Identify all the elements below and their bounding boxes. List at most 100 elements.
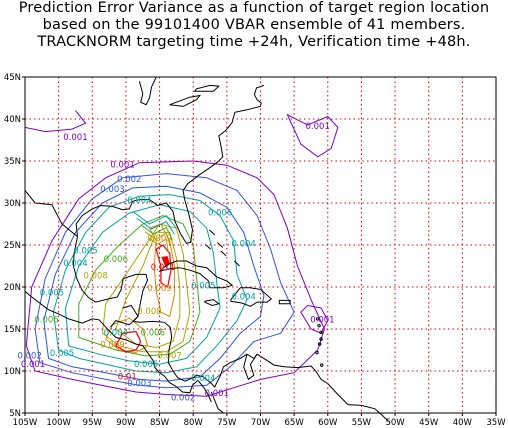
lake-michigan-outline — [138, 76, 157, 106]
lon-tick-label: 70W — [251, 418, 271, 428]
lon-tick-label: 65W — [285, 418, 305, 428]
lat-lon-grid — [25, 77, 496, 413]
lake-erie-outline — [169, 94, 202, 107]
antilles-island — [319, 337, 323, 341]
contour-label: 0.008 — [137, 307, 161, 317]
bahamas-island — [233, 260, 240, 267]
contour-label: 0.006 — [104, 255, 128, 265]
contour-0.003 — [43, 185, 265, 382]
lon-tick-label: 100W — [46, 418, 71, 428]
contour-label: 0.006 — [208, 209, 232, 219]
lon-tick-label: 50W — [385, 418, 405, 428]
contour-label: 0.001 — [205, 389, 229, 399]
guiana-coast — [327, 383, 389, 422]
contour-0.001-outer — [25, 160, 325, 397]
bahamas-island — [209, 229, 216, 236]
contour-label: 0.004 — [191, 374, 215, 384]
contour-label: 0.004 — [63, 259, 87, 269]
lat-tick-label: 25N — [4, 241, 21, 251]
lon-tick-label: 95W — [83, 418, 103, 428]
latitude-ticks: 45N 40N 35N 30N 25N 20N 15N 10N 5N — [4, 73, 25, 419]
pacific-coastline — [24, 290, 212, 403]
contour-label: 0.002 — [18, 351, 42, 361]
contour-detail — [148, 237, 169, 252]
bahamas-island — [217, 242, 224, 248]
contour-label: 0.002 — [117, 175, 141, 185]
contour-label: 0.001 — [306, 122, 330, 132]
contour-label: 0.001 — [110, 161, 134, 171]
contour-labels: 0.0010.0010.0010.0020.0030.0040.0060.004… — [18, 122, 335, 403]
contour-detail — [144, 231, 171, 246]
contour-label: 0.008 — [83, 272, 107, 282]
contour-label: 0.004 — [104, 329, 128, 339]
lat-tick-label: 35N — [4, 157, 21, 167]
contour-label: 0.009 — [147, 284, 171, 294]
contour-detail — [136, 217, 175, 235]
lon-tick-label: 75W — [217, 418, 237, 428]
colombia-coast — [210, 391, 224, 414]
contour-label: 0.001 — [63, 133, 87, 143]
lat-tick-label: 15N — [4, 325, 21, 335]
contour-0.008 — [115, 231, 181, 349]
lake-ontario-outline — [193, 84, 220, 92]
contour-label: 0.006 — [141, 329, 165, 339]
contour-label: 0.005 — [191, 282, 215, 292]
title-line-2: based on the 99101400 VBAR ensemble of 4… — [42, 17, 466, 33]
contour-0.004 — [52, 194, 248, 374]
title-line-1: Prediction Error Variance as a function … — [18, 0, 490, 16]
jamaica-outline — [204, 299, 220, 307]
title-block: Prediction Error Variance as a function … — [0, 0, 508, 51]
antilles-island — [320, 363, 324, 367]
contour-label: 0.011 — [151, 263, 175, 273]
antilles-island — [317, 323, 321, 328]
contour-label: 0.009 — [100, 340, 124, 350]
lat-tick-label: 20N — [4, 283, 21, 293]
lat-tick-label: 10N — [4, 367, 21, 377]
antilles-island — [319, 330, 323, 335]
contour-0.002 — [34, 173, 295, 389]
hispaniola-outline — [230, 287, 273, 307]
contour-label: 0.003 — [100, 185, 124, 195]
lat-tick-label: 30N — [4, 199, 21, 209]
lon-tick-label: 55W — [352, 418, 372, 428]
lat-tick-label: 45N — [4, 73, 21, 83]
central-america-coastline — [72, 236, 329, 388]
contour-detail — [132, 211, 177, 229]
lat-tick-label: 5N — [9, 409, 21, 419]
contour-label: 0.002 — [171, 393, 195, 403]
antilles-island — [318, 342, 322, 346]
contour-label: 0.005 — [40, 288, 64, 298]
lon-tick-label: 45W — [419, 418, 439, 428]
bahamas-island — [220, 250, 227, 257]
contour-label: 0.001 — [310, 315, 334, 325]
contour-label: 0.01 — [118, 372, 137, 382]
cuba-outline — [158, 260, 234, 289]
lon-tick-label: 35W — [486, 418, 506, 428]
contour-label: 0.006 — [34, 315, 58, 325]
antilles-island — [315, 350, 319, 355]
lon-tick-label: 90W — [116, 418, 136, 428]
lon-tick-label: 105W — [13, 418, 38, 428]
maracaibo-outline — [243, 353, 258, 381]
guatemala-border — [110, 304, 139, 328]
contour-label: 0.009 — [147, 234, 171, 244]
contour-0.001-north — [24, 110, 87, 133]
contour-label: 0.001 — [21, 360, 45, 370]
coastlines — [24, 76, 389, 422]
us-coastline — [75, 84, 265, 244]
lon-tick-label: 40W — [453, 418, 473, 428]
contour-label: 0.005 — [73, 246, 97, 256]
contour-0.005 — [64, 204, 221, 365]
contour-0.009-south — [105, 317, 149, 354]
antilles-island — [315, 317, 320, 321]
contour-0.001-atlantic — [286, 113, 339, 158]
puerto-rico-outline — [278, 299, 291, 305]
contour-label: 0.005 — [134, 360, 158, 370]
contour-label: 0.004 — [127, 196, 151, 206]
contour-0.010 — [155, 244, 172, 288]
contour-label: 0.005 — [50, 349, 74, 359]
contour-label: 0.007 — [157, 351, 181, 361]
us-mexico-border — [24, 190, 78, 237]
lat-tick-label: 40N — [4, 115, 21, 125]
lon-tick-label: 60W — [318, 418, 338, 428]
